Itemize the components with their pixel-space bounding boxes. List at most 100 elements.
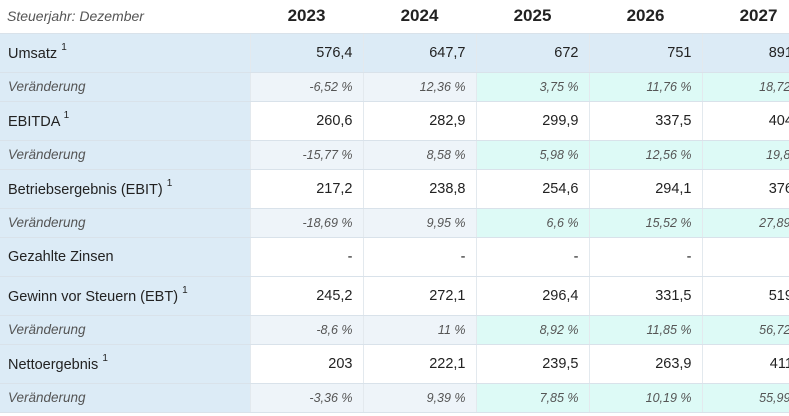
- metric-value-cell: 404,4: [701, 101, 789, 141]
- change-value-cell: -8,6 %: [249, 315, 363, 345]
- metric-value-cell: 254,6: [475, 169, 589, 209]
- change-label: Veränderung: [0, 383, 250, 413]
- change-value-cell: 19,8 %: [701, 140, 789, 170]
- metric-label: Gewinn vor Steuern (EBT) 1: [0, 276, 250, 316]
- metric-value-cell: 299,9: [475, 101, 589, 141]
- row-label-text: Veränderung: [8, 215, 86, 230]
- footnote-marker: 1: [182, 284, 188, 296]
- change-value-cell: -18,69 %: [249, 208, 363, 238]
- row-label-text: Nettoergebnis: [8, 356, 99, 373]
- change-value-cell: -6,52 %: [249, 72, 363, 102]
- metric-value-cell: 217,2: [249, 169, 363, 209]
- metric-value-cell: -: [588, 237, 702, 277]
- change-value-cell: 9,39 %: [362, 383, 476, 413]
- change-value-cell: 15,52 %: [588, 208, 702, 238]
- metric-value-cell: 672: [475, 33, 589, 73]
- metric-value-cell: 294,1: [588, 169, 702, 209]
- metric-value-cell: 576,4: [249, 33, 363, 73]
- change-value-cell: 18,72 %: [701, 72, 789, 102]
- metric-label: Gezahlte Zinsen: [0, 237, 250, 277]
- fiscal-year-label: Steuerjahr: Dezember: [0, 0, 250, 34]
- metric-value-cell: -: [362, 237, 476, 277]
- change-value-cell: 27,89 %: [701, 208, 789, 238]
- row-label-text: EBITDA: [8, 113, 60, 130]
- metric-value-cell: 263,9: [588, 344, 702, 384]
- change-value-cell: 12,56 %: [588, 140, 702, 170]
- row-label-text: Gezahlte Zinsen: [8, 248, 114, 265]
- metric-value-cell: 519,6: [701, 276, 789, 316]
- year-header: 2025: [476, 0, 589, 34]
- row-label-text: Veränderung: [8, 390, 86, 405]
- change-value-cell: 10,19 %: [588, 383, 702, 413]
- change-value-cell: -15,77 %: [249, 140, 363, 170]
- year-header: 2026: [589, 0, 702, 34]
- metric-label: EBITDA 1: [0, 101, 250, 141]
- row-label-text: Veränderung: [8, 147, 86, 162]
- metric-value-cell: 376,1: [701, 169, 789, 209]
- change-row: Veränderung -3,36 % 9,39 % 7,85 % 10,19 % 55,…: [0, 383, 789, 413]
- metric-value-cell: 245,2: [249, 276, 363, 316]
- metric-row: Betriebsergebnis (EBIT) 1 217,2 238,8 254,6…: [0, 169, 789, 209]
- change-row: Veränderung -15,77 % 8,58 % 5,98 % 12,56 % 19…: [0, 140, 789, 170]
- change-value-cell: 7,85 %: [475, 383, 589, 413]
- metric-value-cell: 331,5: [588, 276, 702, 316]
- change-value-cell: 11,76 %: [588, 72, 702, 102]
- metric-value-cell: 238,8: [362, 169, 476, 209]
- metric-label: Nettoergebnis 1: [0, 344, 250, 384]
- row-label-text: Umsatz: [8, 45, 58, 62]
- change-value-cell: 8,58 %: [362, 140, 476, 170]
- change-value-cell: 12,36 %: [362, 72, 476, 102]
- year-header: 2024: [363, 0, 476, 34]
- change-label: Veränderung: [0, 208, 250, 238]
- change-value-cell: 55,99 %: [701, 383, 789, 413]
- metric-value-cell: 891,6: [701, 33, 789, 73]
- metric-value-cell: 203: [249, 344, 363, 384]
- metric-value-cell: 222,1: [362, 344, 476, 384]
- metric-value-cell: -: [475, 237, 589, 277]
- change-value-cell: 6,6 %: [475, 208, 589, 238]
- change-value-cell: 5,98 %: [475, 140, 589, 170]
- change-row: Veränderung -8,6 % 11 % 8,92 % 11,85 % 56,72 …: [0, 315, 789, 345]
- metric-value-cell: 282,9: [362, 101, 476, 141]
- change-value-cell: 3,75 %: [475, 72, 589, 102]
- change-value-cell: 11,85 %: [588, 315, 702, 345]
- metric-value-cell: 260,6: [249, 101, 363, 141]
- footnote-marker: 1: [63, 109, 70, 121]
- change-row: Veränderung -18,69 % 9,95 % 6,6 % 15,52 % 27,…: [0, 208, 789, 238]
- change-row: Veränderung -6,52 % 12,36 % 3,75 % 11,76 % 18…: [0, 72, 789, 102]
- change-label: Veränderung: [0, 315, 250, 345]
- metric-label: Umsatz 1: [0, 33, 250, 73]
- metric-value-cell: 239,5: [475, 344, 589, 384]
- row-label-text: Betriebsergebnis (EBIT): [8, 181, 163, 198]
- change-value-cell: 9,95 %: [362, 208, 476, 238]
- change-value-cell: 11 %: [362, 315, 476, 345]
- year-header: 2027: [702, 0, 789, 34]
- header-row: Steuerjahr: Dezember 2023 2024 2025 2026…: [0, 0, 789, 34]
- row-label-text: Veränderung: [8, 79, 86, 94]
- footnote-marker: 1: [166, 177, 173, 189]
- change-value-cell: 8,92 %: [475, 315, 589, 345]
- table-body: Umsatz 1576,4647,7672751891,6Veränderung…: [0, 33, 789, 413]
- year-header: 2023: [250, 0, 363, 34]
- row-label-text: Veränderung: [8, 322, 86, 337]
- metric-value-cell: 411,7: [701, 344, 789, 384]
- metric-value-cell: 647,7: [362, 33, 476, 73]
- metric-value-cell: 751: [588, 33, 702, 73]
- metric-value-cell: 337,5: [588, 101, 702, 141]
- footnote-marker: 1: [102, 352, 108, 364]
- change-label: Veränderung: [0, 72, 250, 102]
- metric-value-cell: -: [701, 237, 789, 277]
- metric-value-cell: 272,1: [362, 276, 476, 316]
- metric-value-cell: -: [249, 237, 363, 277]
- change-label: Veränderung: [0, 140, 250, 170]
- metric-row: Gewinn vor Steuern (EBT) 1 245,2 272,1 296,…: [0, 276, 789, 316]
- row-label-text: Gewinn vor Steuern (EBT): [8, 288, 179, 305]
- change-value-cell: -3,36 %: [249, 383, 363, 413]
- metric-row: Gezahlte Zinsen-----: [0, 237, 789, 277]
- metric-value-cell: 296,4: [475, 276, 589, 316]
- metric-label: Betriebsergebnis (EBIT) 1: [0, 169, 250, 209]
